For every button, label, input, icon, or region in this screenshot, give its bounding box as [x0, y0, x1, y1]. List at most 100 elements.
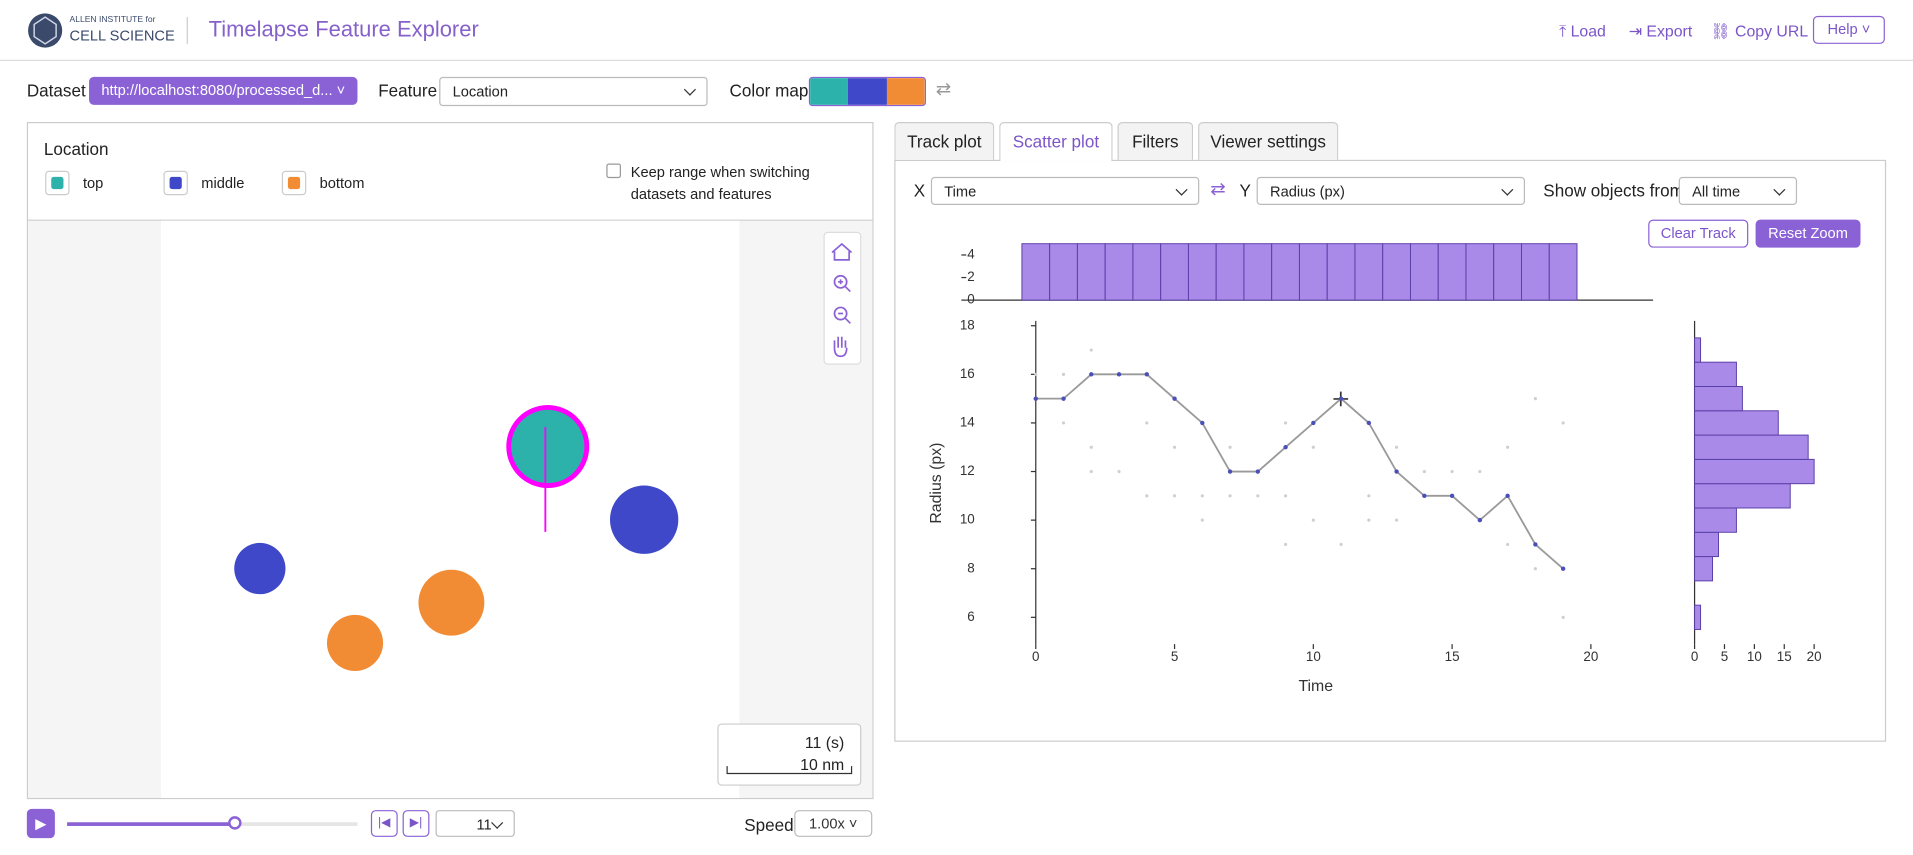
right-hist-bar — [1694, 458, 1815, 485]
label: Viewer settings — [1210, 131, 1326, 152]
export-button[interactable]: ⇥ Export — [1628, 21, 1693, 41]
tab-active[interactable]: Scatter plot — [999, 122, 1113, 162]
cell[interactable] — [418, 569, 485, 636]
background-point — [1283, 542, 1288, 547]
track-point — [1144, 372, 1149, 377]
background-point — [1089, 348, 1093, 352]
tab[interactable]: Track plot — [894, 122, 995, 160]
keep-range-checkbox[interactable] — [606, 163, 621, 179]
x-tick-label: 15 — [1445, 649, 1460, 664]
cell[interactable] — [234, 542, 286, 595]
background-point — [1533, 397, 1537, 401]
background-point — [1561, 421, 1565, 425]
keep-range-line1: Keep range when switching — [630, 163, 810, 181]
top-hist-tick-label: 0 — [967, 292, 974, 307]
frame-input[interactable]: 11 — [435, 810, 515, 837]
background-point — [1283, 421, 1288, 425]
background-point — [1117, 469, 1121, 474]
swap-axes[interactable]: ⇄ — [1210, 179, 1226, 201]
track-point — [1505, 493, 1510, 499]
top-hist-bar — [1132, 243, 1162, 301]
background-point — [1283, 494, 1288, 498]
background-point — [1228, 445, 1232, 449]
cell[interactable] — [610, 485, 679, 554]
right-hist-bar — [1694, 385, 1743, 412]
track-point — [1560, 566, 1566, 571]
speed-select[interactable]: 1.00x ˅ — [794, 810, 873, 837]
colormap-select[interactable] — [808, 76, 926, 107]
feature-select[interactable]: Location — [439, 76, 708, 107]
background-point — [1200, 518, 1204, 522]
top-hist-bar — [1493, 243, 1522, 301]
legend-swatch[interactable] — [163, 170, 188, 196]
cell[interactable] — [511, 409, 585, 484]
viewer-tool-icons[interactable] — [831, 242, 853, 358]
label: Filters — [1132, 131, 1179, 152]
top-hist-bar — [1104, 243, 1134, 301]
reset-zoom[interactable]: Reset Zoom — [1755, 219, 1861, 248]
background-point — [1145, 494, 1149, 498]
cell[interactable] — [326, 614, 384, 671]
background-point — [1395, 518, 1399, 522]
show-objects-select[interactable]: All time — [1678, 176, 1798, 205]
top-hist-bar — [1187, 243, 1217, 301]
keep-range-line2: datasets and features — [630, 185, 772, 203]
track-point — [1338, 396, 1344, 401]
top-hist-bar — [1354, 243, 1384, 301]
label: Export — [1646, 21, 1693, 41]
background-point — [1256, 494, 1260, 498]
label: Clear Track — [1660, 224, 1736, 242]
copy-url-button[interactable]: ⛓ Copy URL — [1710, 21, 1809, 41]
tab[interactable]: Viewer settings — [1198, 122, 1339, 160]
background-point — [1145, 421, 1149, 425]
track-point — [1422, 493, 1427, 499]
background-point — [1367, 494, 1371, 498]
y-tick-label: 12 — [960, 463, 975, 478]
next-frame[interactable]: ▶| — [402, 810, 430, 837]
tab[interactable]: Filters — [1117, 122, 1194, 160]
background-point — [1089, 469, 1093, 474]
colormap-label: Color map — [729, 80, 809, 101]
top-hist-bar — [1437, 243, 1467, 301]
y-select[interactable]: Radius (px) — [1256, 176, 1525, 205]
value: 1.00x — [809, 814, 845, 833]
value: Location — [452, 82, 508, 101]
time-slider-knob[interactable] — [228, 816, 242, 830]
legend-color — [51, 176, 64, 190]
right-hist-bar — [1694, 337, 1702, 363]
label: Copy URL — [1734, 21, 1809, 41]
legend-swatch[interactable] — [45, 170, 70, 196]
y-tick-label: 14 — [960, 414, 975, 429]
clear-track[interactable]: Clear Track — [1648, 219, 1749, 248]
help-button[interactable]: Help ˅ — [1812, 15, 1885, 44]
background-point — [1339, 542, 1343, 547]
background-point — [1228, 494, 1232, 498]
background-point — [1172, 494, 1177, 498]
x-select-label: X — [913, 180, 926, 201]
scale-bar — [726, 766, 853, 775]
legend-label: top — [82, 174, 104, 192]
reverse-colormap[interactable]: ⇄ — [935, 79, 952, 101]
legend-swatch[interactable] — [281, 170, 307, 196]
load-button[interactable]: ⤒ Load — [1559, 21, 1606, 41]
track-point — [1172, 396, 1177, 401]
x-tick-label: 10 — [1306, 649, 1321, 664]
prev-frame[interactable]: |◀ — [370, 810, 398, 837]
colormap-swatch — [848, 78, 887, 105]
x-select[interactable]: Time — [930, 176, 1200, 205]
background-point — [1395, 445, 1399, 449]
dataset-select[interactable]: http://localhost:8080/processed_d... ˅ — [89, 76, 358, 105]
value: Radius (px) — [1270, 183, 1345, 201]
track-line — [1035, 373, 1564, 570]
time-slider-fill — [67, 822, 236, 826]
right-hist-tick-label: 20 — [1807, 649, 1822, 664]
value: http://localhost:8080/processed_d... — [101, 81, 333, 99]
y-axis-title: Radius (px) — [928, 443, 945, 524]
logo — [28, 13, 63, 48]
track-point — [1061, 396, 1066, 401]
play-button[interactable]: ▶ — [26, 808, 55, 839]
background-point — [1200, 494, 1204, 498]
label: Help — [1827, 20, 1858, 38]
y-select-label: Y — [1239, 180, 1251, 201]
